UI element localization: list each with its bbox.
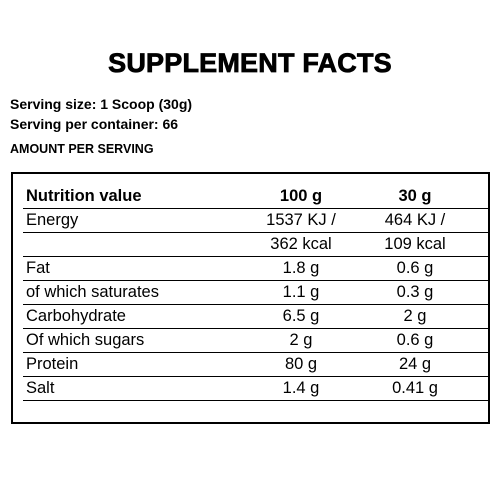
cell: 80 g	[284, 355, 318, 373]
cell: Energy	[26, 211, 79, 229]
table-row: 362 kcal 109 kcal	[23, 232, 490, 257]
cell: 24 g	[398, 355, 432, 373]
cell: 0.41 g	[392, 379, 438, 397]
table-row: of which saturates 1.1 g 0.3 g	[23, 280, 490, 305]
cell: 1.1 g	[282, 283, 320, 301]
cell: 109 kcal	[384, 235, 446, 253]
cell: 0.6 g	[396, 259, 434, 277]
table-row: Carbohydrate 6.5 g 2 g	[23, 304, 490, 329]
nutrition-table: Nutrition value 100 g 30 g Energy 1537 KJ / 4…	[11, 172, 490, 424]
table-row: Of which sugars 2 g 0.6 g	[23, 328, 490, 353]
cell: 1537 KJ /	[266, 211, 336, 229]
table-row: Protein 80 g 24 g	[23, 352, 490, 377]
cell: 2 g	[289, 331, 313, 349]
cell: of which saturates	[26, 283, 159, 301]
cell: Of which sugars	[26, 331, 145, 349]
cell: 464 KJ /	[384, 211, 446, 229]
cell: 6.5 g	[282, 307, 320, 325]
cell: Protein	[26, 355, 79, 373]
cell: 0.3 g	[396, 283, 434, 301]
cell: 100 g	[279, 187, 323, 205]
amount-heading: AMOUNT PER SERVING	[10, 142, 154, 156]
cell: 30 g	[398, 187, 432, 205]
cell: 1.4 g	[282, 379, 320, 397]
serving-size: Serving size: 1 Scoop (30g)	[10, 96, 193, 112]
cell: 362 kcal	[270, 235, 332, 253]
header-row: Nutrition value 100 g 30 g	[23, 184, 490, 209]
cell: Fat	[26, 259, 50, 277]
servings: Serving per container: 66	[10, 116, 179, 132]
cell: 0.6 g	[396, 331, 434, 349]
table-row: Salt 1.4 g 0.41 g	[23, 376, 490, 401]
cell: Carbohydrate	[26, 307, 126, 325]
cell: Nutrition value	[26, 187, 142, 205]
table-row: Fat 1.8 g 0.6 g	[23, 256, 490, 281]
table-row: Energy 1537 KJ / 464 KJ /	[23, 208, 490, 233]
cell: 2 g	[403, 307, 427, 325]
cell: 1.8 g	[282, 259, 320, 277]
cell: Salt	[26, 379, 55, 397]
title: SUPPLEMENT FACTS	[108, 48, 392, 79]
